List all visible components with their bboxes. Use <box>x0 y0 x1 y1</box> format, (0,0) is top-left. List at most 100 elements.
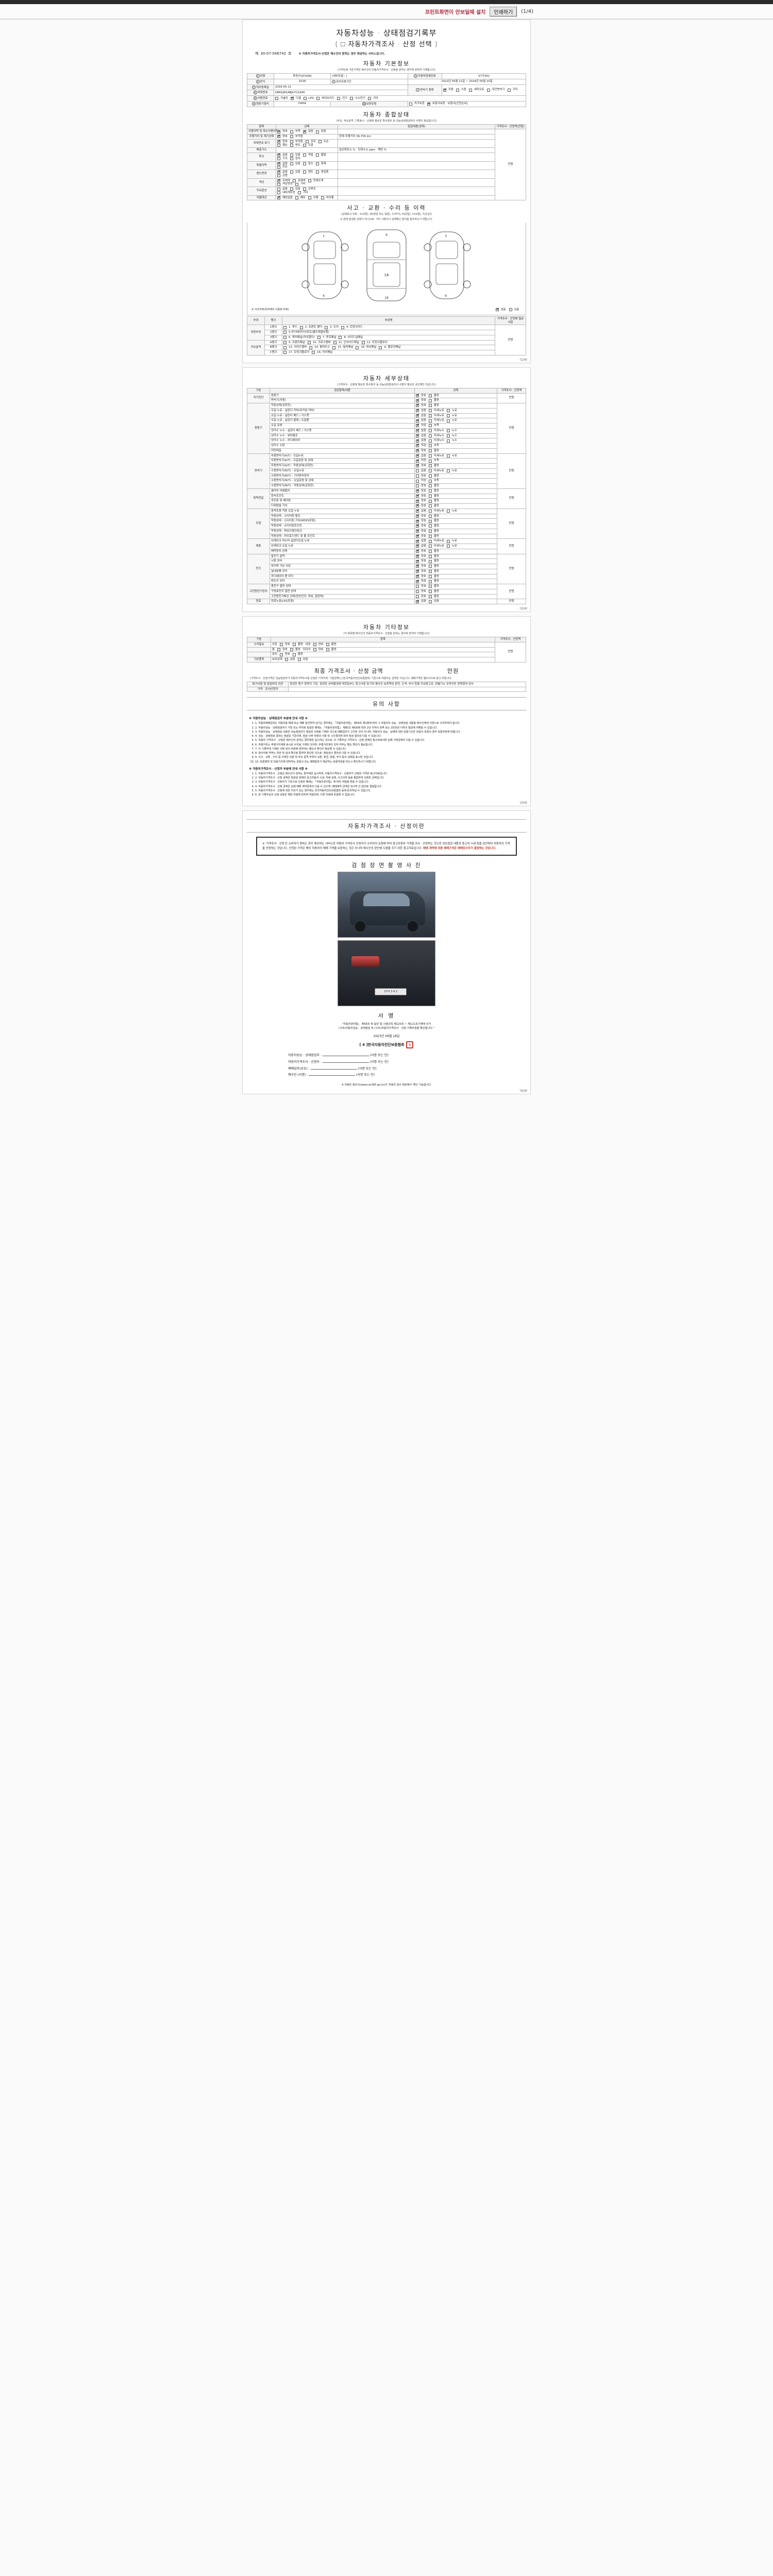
part-item[interactable]: 11. 인사이드패널 <box>333 341 359 345</box>
part-item[interactable]: 12. 트렁크플로어 <box>361 341 388 345</box>
checkbox-icon[interactable] <box>313 643 316 647</box>
checkbox-none-icon[interactable] <box>496 307 499 311</box>
checkbox-icon[interactable] <box>295 182 298 186</box>
option-detail[interactable]: 미세누유 <box>428 414 444 418</box>
checkbox-icon[interactable] <box>416 418 419 422</box>
checkbox-icon[interactable] <box>356 346 359 349</box>
option-other2[interactable]: 불량 <box>326 648 337 652</box>
checkbox-icon[interactable] <box>428 545 432 548</box>
checkbox-icon[interactable] <box>416 523 419 528</box>
option-overall[interactable]: 해당 <box>295 196 306 200</box>
checkbox-icon[interactable] <box>299 326 303 329</box>
option-detail[interactable]: 없음 <box>416 544 426 548</box>
checkbox-icon[interactable] <box>416 503 419 508</box>
checkbox-icon[interactable] <box>283 346 287 349</box>
print-button[interactable]: 인쇄하기 <box>490 6 517 16</box>
option-other[interactable]: 불량 <box>292 643 303 647</box>
option-detail[interactable]: 부족 <box>428 459 439 463</box>
option-other[interactable]: 양호 <box>279 643 290 647</box>
checkbox-icon[interactable] <box>379 346 382 349</box>
checkbox-icon[interactable] <box>290 135 293 139</box>
option-overall[interactable]: 기타 <box>295 182 306 186</box>
checkbox-icon[interactable] <box>428 494 432 498</box>
checkbox-icon[interactable] <box>277 174 280 178</box>
checkbox-icon[interactable] <box>416 544 419 548</box>
checkbox-icon[interactable] <box>333 341 337 344</box>
option-fuel[interactable]: 기타 <box>367 97 378 100</box>
checkbox-icon[interactable] <box>416 534 419 538</box>
part-item[interactable]: 15. 필러패널 <box>332 346 353 349</box>
option-overall[interactable]: 상이 <box>305 140 316 144</box>
option-detail[interactable]: 미세누유 <box>428 419 444 422</box>
checkbox-icon[interactable] <box>307 341 311 344</box>
checkbox-icon[interactable] <box>428 454 432 457</box>
option-overall[interactable]: 양호 <box>277 139 288 144</box>
option-overall[interactable]: 적법 <box>303 154 313 157</box>
option-detail[interactable]: 누수 <box>446 429 457 433</box>
checkbox-icon[interactable] <box>337 96 341 100</box>
checkbox-icon[interactable] <box>416 564 419 568</box>
checkbox-icon[interactable] <box>416 488 419 493</box>
option-fuel[interactable]: LPG <box>303 97 314 100</box>
option-detail[interactable]: 누유 <box>446 454 457 458</box>
detail-row-state[interactable]: 적정 부족 <box>414 443 497 449</box>
option-detail[interactable]: 불량 <box>428 550 439 553</box>
option-detail[interactable]: 없음 <box>416 509 426 513</box>
checkbox-icon[interactable] <box>428 484 432 488</box>
checkbox-icon[interactable] <box>332 346 336 349</box>
option-detail[interactable]: 누수 <box>446 434 457 438</box>
option-warranty[interactable]: 자가보증 <box>409 102 425 106</box>
checkbox-icon[interactable] <box>339 336 342 340</box>
checkbox-icon[interactable] <box>428 499 432 503</box>
checkbox-icon[interactable] <box>428 539 432 543</box>
option-overall[interactable]: 도말 <box>303 144 313 147</box>
option-detail[interactable]: 불량 <box>428 574 439 579</box>
detail-row-state[interactable]: 없음 미세누유 누유 <box>414 418 497 423</box>
option-detail[interactable]: 양호 <box>416 503 426 508</box>
option-detail[interactable]: 적정 <box>416 459 426 463</box>
checkbox-icon[interactable] <box>277 195 281 199</box>
checkbox-icon[interactable] <box>315 130 319 133</box>
overall-row-state[interactable]: 해당없음 해당 이행 미이행 <box>276 195 338 201</box>
option-detail[interactable]: 불량 <box>428 464 439 468</box>
checkbox-icon[interactable] <box>326 648 329 651</box>
checkbox-icon[interactable] <box>292 643 296 647</box>
option-detail[interactable]: 양호 <box>416 595 426 599</box>
checkbox-icon[interactable] <box>446 454 450 457</box>
option-transmission[interactable]: 무단변속기 <box>486 88 505 92</box>
checkbox-icon[interactable] <box>295 196 298 199</box>
parts-list[interactable]: 6. 쿼터패널(리어휀더) 7. 루프패널 8. 사이드실패널 <box>282 334 495 341</box>
option-transmission[interactable]: 자동 <box>443 88 453 92</box>
option-detail[interactable]: 불량 <box>428 585 439 588</box>
option-overall[interactable]: 색상변경 <box>277 182 293 186</box>
checkbox-icon[interactable] <box>428 574 432 578</box>
checkbox-icon[interactable] <box>428 504 432 508</box>
checkbox-icon[interactable] <box>326 643 329 647</box>
checkbox-icon[interactable] <box>283 326 287 329</box>
detail-row-state[interactable]: 적정 부족 <box>414 423 497 429</box>
option-detail[interactable]: 누유 <box>446 469 457 473</box>
option-detail[interactable]: 적정 <box>416 479 426 483</box>
part-item[interactable]: 1. 후드 <box>283 326 297 329</box>
detail-row-state[interactable]: 적정 부족 <box>414 478 497 484</box>
part-item[interactable]: 6. 쿼터패널(리어휀더) <box>283 336 315 340</box>
option-transmission[interactable]: 수동 <box>456 88 466 92</box>
checkbox-icon[interactable] <box>416 595 419 598</box>
option-detail[interactable]: 적정 <box>416 443 426 448</box>
option-detail[interactable]: 양호 <box>416 448 426 453</box>
signature-field[interactable] <box>310 1069 357 1070</box>
parts-list[interactable]: 13. 사이드멤버 14. 휠하우스 15. 필러패널 16. 대쉬패널 A, 플로어패… <box>282 345 495 350</box>
checkbox-icon[interactable] <box>443 88 447 92</box>
option-overall[interactable]: 변조 <box>290 144 300 147</box>
option-overall[interactable]: 유채색 <box>292 179 306 183</box>
checkbox-icon[interactable] <box>428 600 432 603</box>
checkbox-icon[interactable] <box>341 326 344 329</box>
checkbox-icon[interactable] <box>277 157 280 161</box>
option-detail[interactable]: 없음 <box>416 433 426 438</box>
checkbox-icon[interactable] <box>428 394 432 397</box>
checkbox-icon[interactable] <box>277 134 281 139</box>
